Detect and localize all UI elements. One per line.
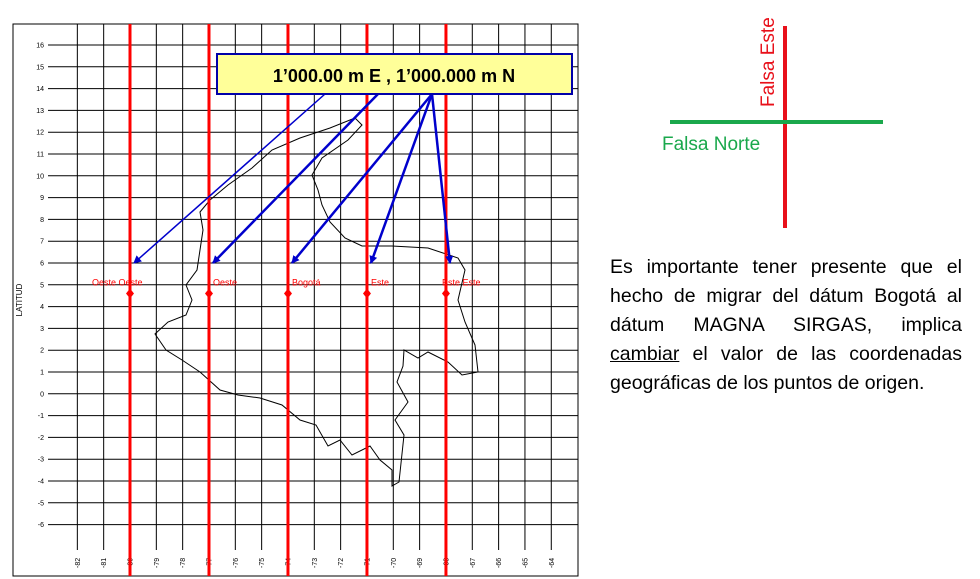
origin-arrow [369, 93, 434, 264]
lon-tick-label: -75 [259, 558, 266, 568]
lat-tick-label: 4 [40, 304, 44, 311]
lat-tick-label: 7 [40, 239, 44, 246]
lon-tick-label: -78 [180, 558, 187, 568]
note-underlined-word: cambiar [610, 343, 680, 365]
origin-point-marker [362, 288, 371, 299]
lon-tick-label: -73 [312, 558, 319, 568]
lat-tick-label: 11 [37, 152, 44, 159]
lat-tick-label: 6 [40, 261, 44, 268]
callout-text: 1’000.00 m E , 1’000.000 m N [273, 66, 515, 86]
lon-tick-label: -72 [338, 558, 345, 568]
lat-tick-label: 1 [40, 370, 44, 377]
lat-tick-label: -4 [38, 479, 44, 486]
map-grid: -82-81-80-79-78-77-76-75-74-73-72-71-70-… [36, 24, 578, 568]
origin-arrow [212, 93, 379, 264]
lon-tick-label: -79 [154, 558, 161, 568]
lat-tick-label: 3 [40, 326, 44, 333]
lon-tick-label: -69 [417, 558, 424, 568]
origin-point-marker [441, 288, 450, 299]
origin-point-marker [283, 288, 292, 299]
origin-meridians: Oeste Oeste Oeste Bogotá Este Este Este [92, 24, 480, 576]
lat-tick-label: -2 [38, 435, 44, 442]
lat-tick-label: 2 [40, 348, 44, 355]
origin-point-marker [126, 288, 134, 299]
origin-arrow [133, 93, 326, 264]
origin-point-label: Este Este [442, 278, 481, 288]
lat-tick-label: 10 [36, 173, 44, 180]
lat-tick-label: 13 [36, 108, 44, 115]
coordinate-callout: 1’000.00 m E , 1’000.000 m N [216, 53, 573, 95]
lon-tick-label: -67 [470, 558, 477, 568]
lat-tick-label: 15 [36, 64, 44, 71]
y-axis-label: LATITUD [15, 283, 24, 316]
lat-tick-label: 9 [40, 195, 44, 202]
lat-tick-label: -6 [38, 522, 44, 529]
origin-arrow [430, 93, 454, 264]
false-origin-diagram: Falsa Este Falsa Norte [662, 17, 883, 228]
lat-tick-label: 12 [36, 130, 44, 137]
origin-arrow [291, 93, 433, 264]
lat-tick-label: -3 [38, 457, 44, 464]
lon-tick-label: -81 [101, 558, 108, 568]
lat-tick-label: 14 [36, 86, 44, 93]
datum-change-note: Es importante tener presente que el hech… [610, 253, 962, 398]
origin-arrows [133, 93, 454, 264]
lon-tick-label: -82 [75, 558, 82, 568]
colombia-outline [154, 117, 479, 487]
lon-tick-label: -76 [233, 558, 240, 568]
lat-tick-label: 5 [40, 282, 44, 289]
lat-tick-label: 0 [40, 391, 44, 398]
origin-point-marker [204, 288, 213, 299]
origin-point-label: Oeste Oeste [92, 278, 143, 288]
false-east-label: Falsa Este [758, 17, 779, 107]
lat-tick-label: 8 [40, 217, 44, 224]
origin-point-label: Oeste [213, 278, 237, 288]
note-text-part2: el valor de las coordenadas geográficas … [610, 343, 962, 394]
origin-point-label: Este [371, 278, 389, 288]
lon-tick-label: -70 [391, 558, 398, 568]
note-text-part1: Es importante tener presente que el hech… [610, 256, 962, 336]
callout-box [216, 53, 573, 95]
lon-tick-label: -66 [496, 558, 503, 568]
colombia-origins-map: -82-81-80-79-78-77-76-75-74-73-72-71-70-… [12, 23, 579, 577]
origin-point-label: Bogotá [292, 278, 321, 288]
false-north-label: Falsa Norte [662, 134, 760, 155]
lat-tick-label: -5 [38, 500, 44, 507]
lon-tick-label: -64 [549, 558, 556, 568]
lat-tick-label: 16 [36, 43, 44, 50]
lat-tick-label: -1 [38, 413, 44, 420]
map-frame [12, 23, 579, 577]
lon-tick-label: -65 [522, 558, 529, 568]
